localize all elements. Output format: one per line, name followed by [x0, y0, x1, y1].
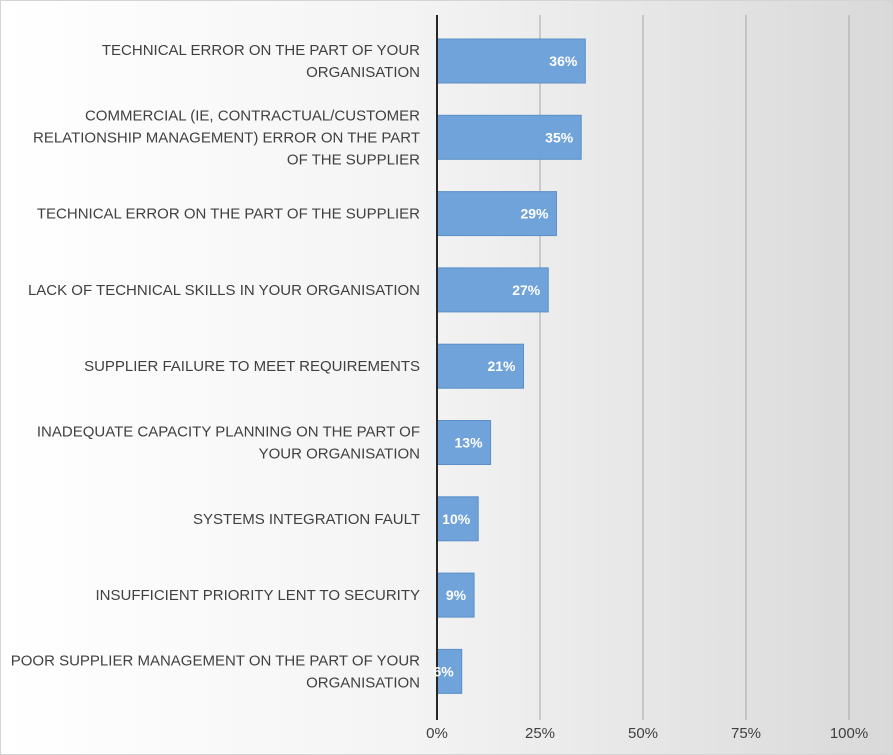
data-label: 13%: [455, 435, 484, 451]
x-tick-label: 25%: [525, 725, 555, 742]
category-label: TECHNICAL ERROR ON THE PART OF THE SUPPL…: [37, 206, 420, 223]
data-label: 6%: [433, 663, 454, 679]
category-label: COMMERCIAL (IE, CONTRACTUAL/CUSTOMER RELA…: [33, 107, 420, 168]
x-tick-label: 50%: [628, 725, 658, 742]
category-labels: TECHNICAL ERROR ON THE PART OF YOUR ORGAN…: [11, 42, 420, 691]
x-tick-label: 0%: [426, 725, 448, 742]
bar: [436, 496, 479, 542]
category-label: TECHNICAL ERROR ON THE PART OF YOUR ORGAN…: [102, 42, 420, 81]
bar: [436, 572, 475, 618]
data-label: 10%: [442, 511, 471, 527]
x-tick-label: 100%: [830, 725, 868, 742]
category-label: SUPPLIER FAILURE TO MEET REQUIREMENTS: [84, 358, 420, 375]
data-label: 27%: [512, 282, 541, 298]
data-label: 9%: [446, 587, 467, 603]
tick-labels: 0% 25% 50% 75% 100%: [426, 725, 868, 742]
bar: [436, 648, 463, 694]
category-label: INSUFFICIENT PRIORITY LENT TO SECURITY: [96, 587, 421, 604]
gridlines: [539, 15, 850, 720]
bar: [436, 114, 582, 160]
category-label: POOR SUPPLIER MANAGEMENT ON THE PART OF …: [11, 652, 420, 691]
bar: [436, 191, 557, 237]
x-tick-label: 75%: [731, 725, 761, 742]
data-label: 21%: [487, 358, 516, 374]
category-label: INADEQUATE CAPACITY PLANNING ON THE PART…: [37, 424, 420, 463]
category-label: LACK OF TECHNICAL SKILLS IN YOUR ORGANIS…: [28, 282, 420, 299]
category-label: SYSTEMS INTEGRATION FAULT: [193, 511, 420, 528]
data-labels: 36% 35% 29% 27% 21% 13% 10% 9% 6%: [433, 53, 577, 679]
data-label: 36%: [549, 53, 578, 69]
bar: [436, 38, 586, 84]
data-label: 35%: [545, 129, 574, 145]
data-label: 29%: [520, 206, 549, 222]
bars: [436, 38, 586, 694]
